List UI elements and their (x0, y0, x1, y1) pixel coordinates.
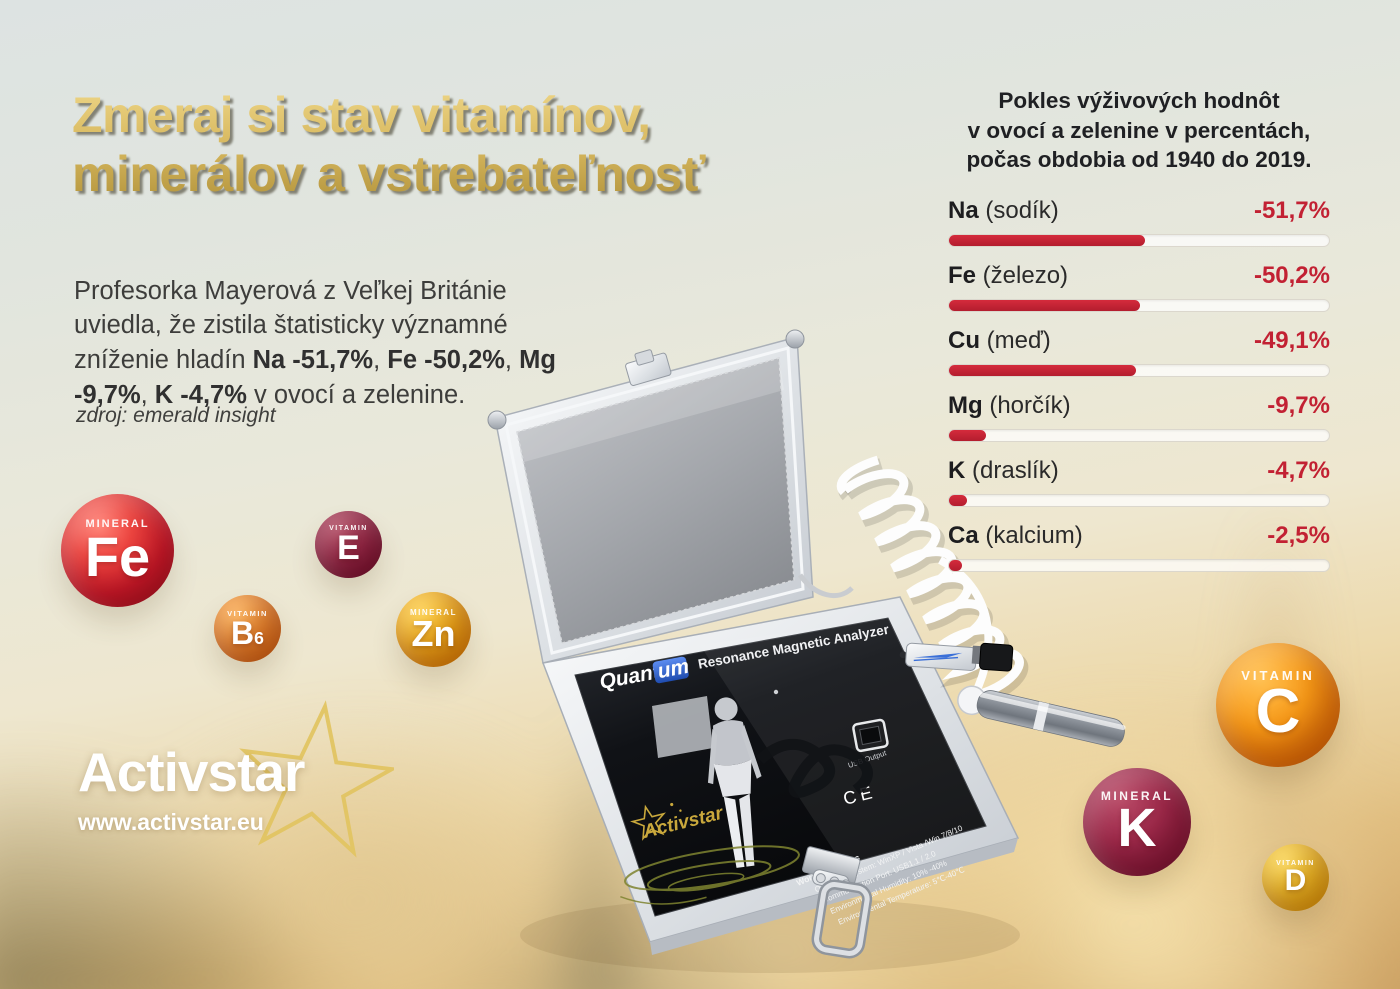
page-title: Zmeraj si stav vitamínov, minerálov a vs… (72, 86, 832, 204)
human-figure (707, 697, 762, 868)
bar-fill (949, 235, 1146, 247)
row-value: -4,7% (1267, 457, 1330, 485)
brand-suffix: um (656, 655, 691, 683)
intro-fe-value: Fe -50,2% (387, 346, 505, 375)
row-value: -49,1% (1253, 327, 1330, 355)
case-lid (487, 329, 814, 686)
bar-track (948, 364, 1330, 378)
sphere-symbol: D (1284, 863, 1307, 897)
panel-screen (652, 696, 713, 758)
case-base (541, 596, 1020, 955)
website-link[interactable]: www.activstar.eu (78, 809, 264, 835)
title-line-1: Zmeraj si stav vitamínov, (72, 87, 651, 143)
bar-fill (949, 365, 1136, 377)
lid-latch (625, 349, 672, 386)
sphere-type-label: MINERAL (85, 517, 150, 530)
probe-pen (957, 685, 1126, 747)
bar-track (948, 429, 1330, 443)
sphere-vitamin-c: VITAMIN C (1216, 643, 1340, 767)
row-value: -9,7% (1267, 392, 1330, 420)
intro-k-value: K -4,7% (154, 381, 247, 410)
chart-row-na: Na (sodík) -51,7% (948, 197, 1330, 248)
activstar-logo: Activstar www.activstar.eu (78, 740, 305, 836)
sphere-type-label: VITAMIN (1241, 668, 1315, 684)
chart-heading: Pokles výživových hodnôt v ovocí a zelen… (966, 88, 1312, 173)
sphere-symbol: E (337, 528, 360, 567)
sphere-symbol: Zn (411, 612, 456, 654)
case-latch (802, 846, 873, 959)
bar-track (948, 559, 1330, 573)
row-value: -51,7% (1253, 197, 1330, 225)
corner-cap (487, 410, 507, 430)
sphere-type-label: VITAMIN (1276, 859, 1315, 867)
sphere-type-label: MINERAL (1100, 789, 1174, 804)
sphere-vitamin-e: VITAMIN E (315, 511, 382, 578)
usb-port (852, 718, 889, 753)
chart-row-ca: Ca (kalcium) -2,5% (948, 522, 1330, 573)
sphere-symbol: Fe (84, 524, 151, 588)
sphere-vitamin-d: VITAMIN D (1262, 844, 1329, 911)
sphere-symbol: B6 (231, 614, 264, 651)
sphere-type-label: VITAMIN (227, 608, 268, 618)
bar-fill (949, 495, 967, 507)
sphere-vitamin-b6: VITAMIN B6 (214, 595, 281, 662)
sphere-mineral-zn: MINERAL Zn (396, 592, 471, 667)
intro-na-value: Na -51,7% (252, 346, 374, 375)
panel-star-icon (629, 804, 666, 841)
corner-cap (785, 329, 805, 349)
intro-paragraph: Profesorka Mayerová z Veľkej Británie uv… (74, 276, 556, 410)
chart-row-cu: Cu (meď) -49,1% (948, 327, 1330, 378)
chart-row-mg: Mg (horčík) -9,7% (948, 392, 1330, 443)
cable-tie (797, 573, 854, 599)
bar-track (948, 299, 1330, 313)
analyzer-photo: Quant um Resonance Magnetic Analyzer Act… (487, 329, 1126, 973)
bar-fill (949, 300, 1140, 312)
chart-row-k: K (draslík) -4,7% (948, 457, 1330, 508)
sphere-mineral-k: MINERAL K (1083, 768, 1191, 876)
sphere-symbol: C (1255, 677, 1301, 747)
sphere-mineral-fe: MINERAL Fe (61, 494, 174, 607)
bar-fill (949, 430, 986, 442)
row-value: -2,5% (1267, 522, 1330, 550)
sphere-type-label: MINERAL (410, 607, 457, 617)
black-cable (756, 738, 873, 798)
bar-track (948, 234, 1330, 248)
intro-mg-value: Mg -9,7% (74, 346, 556, 410)
usb-drive (899, 642, 1014, 672)
sphere-type-label: VITAMIN (329, 524, 368, 532)
chart-row-fe: Fe (železo) -50,2% (948, 262, 1330, 313)
title-line-2: minerálov a vstrebateľnosť (72, 146, 706, 202)
bar-fill (949, 560, 962, 572)
source-note: zdroj: emerald insight (76, 404, 276, 427)
ripple-rings (620, 845, 800, 905)
row-value: -50,2% (1253, 262, 1330, 290)
sphere-symbol: K (1117, 798, 1157, 859)
logo-wordmark: Activstar (78, 741, 305, 803)
nutrient-decline-chart: Pokles výživových hodnôt v ovocí a zelen… (948, 86, 1330, 587)
star-icon (239, 700, 394, 858)
bar-track (948, 494, 1330, 508)
